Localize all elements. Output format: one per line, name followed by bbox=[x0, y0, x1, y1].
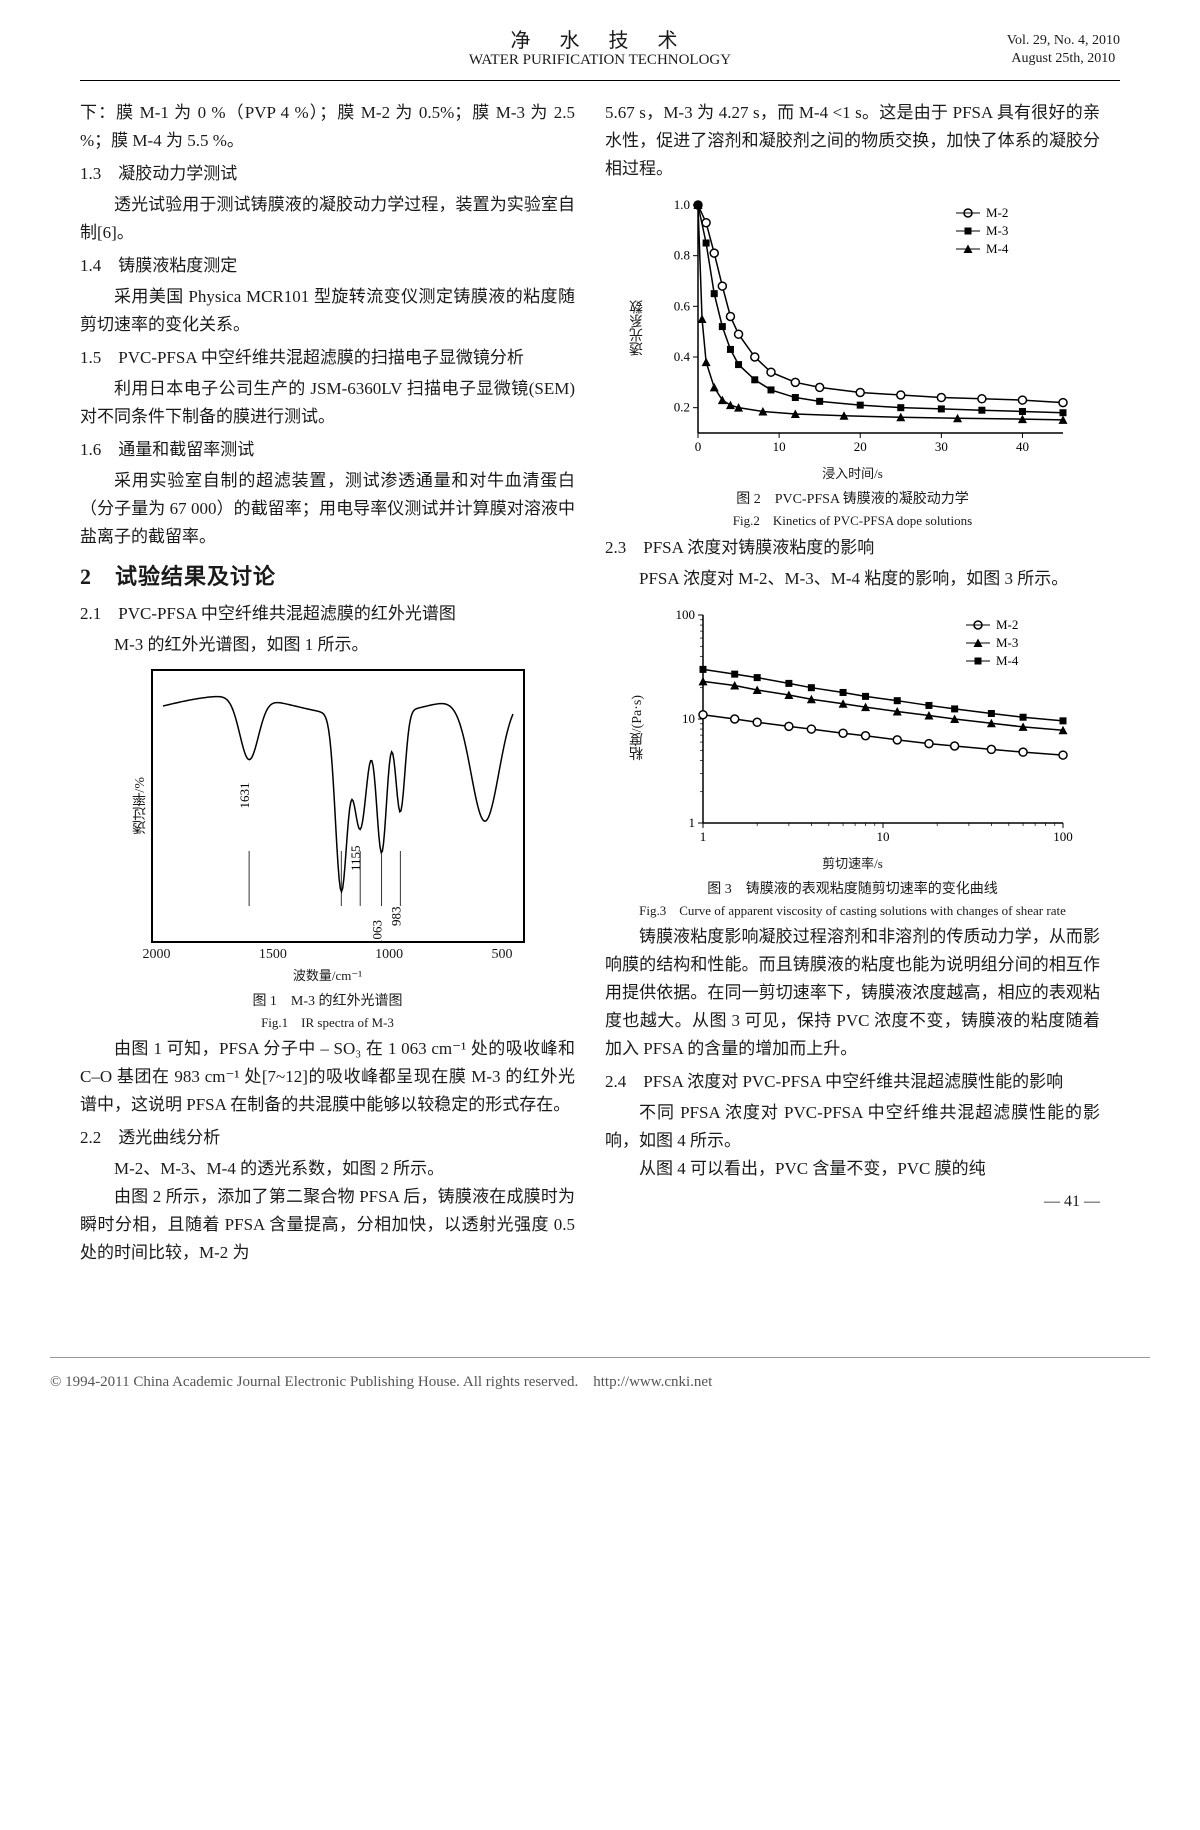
paragraph: 透光试验用于测试铸膜液的凝胶动力学过程，装置为实验室自制[6]。 bbox=[80, 191, 575, 247]
paragraph: 下：膜 M-1 为 0 %（PVP 4 %）；膜 M-2 为 0.5%；膜 M-… bbox=[80, 99, 575, 155]
paragraph: 采用美国 Physica MCR101 型旋转流变仪测定铸膜液的粘度随剪切速率的… bbox=[80, 283, 575, 339]
paragraph: M-3 的红外光谱图，如图 1 所示。 bbox=[80, 631, 575, 659]
section-heading: 1.4 铸膜液粘度测定 bbox=[80, 251, 575, 281]
svg-text:1.0: 1.0 bbox=[673, 197, 689, 212]
paragraph: PFSA 浓度对 M-2、M-3、M-4 粘度的影响，如图 3 所示。 bbox=[605, 565, 1100, 593]
svg-text:1: 1 bbox=[688, 815, 695, 830]
section-2-heading: 2 试验结果及讨论 bbox=[80, 559, 575, 591]
fig1-xticks: 200015001000500 bbox=[143, 947, 513, 963]
section-heading: 1.5 PVC-PFSA 中空纤维共混超滤膜的扫描电子显微镜分析 bbox=[80, 343, 575, 373]
svg-text:10: 10 bbox=[682, 711, 695, 726]
svg-text:1155: 1155 bbox=[348, 845, 363, 871]
fig2-caption-cn: 图 2 PVC-PFSA 铸膜液的凝胶动力学 bbox=[605, 488, 1100, 508]
issue-info: Vol. 29, No. 4, 2010 August 25th, 2010 bbox=[1007, 32, 1120, 68]
paragraph: 从图 4 可以看出，PVC 含量不变，PVC 膜的纯 bbox=[605, 1155, 1100, 1183]
section-heading: 2.3 PFSA 浓度对铸膜液粘度的影响 bbox=[605, 533, 1100, 563]
fig1-xlabel: 波数量/cm⁻¹ bbox=[80, 965, 575, 984]
journal-title-cn: 净 水 技 术 bbox=[80, 30, 1120, 52]
figure-2: 透光系数 0.2 0.4 0.6 0.8 1.0 0 10 20 30 40 M-2 M-3 M-4 浸… bbox=[605, 193, 1100, 529]
fig1-plot: 1631123611551063983 bbox=[151, 669, 525, 943]
fig1-caption-en: Fig.1 IR spectra of M-3 bbox=[80, 1012, 575, 1031]
page-header: 净 水 技 术 WATER PURIFICATION TECHNOLOGY Vo… bbox=[80, 30, 1120, 81]
fig1-caption-cn: 图 1 M-3 的红外光谱图 bbox=[80, 990, 575, 1010]
journal-title-en: WATER PURIFICATION TECHNOLOGY bbox=[80, 52, 1120, 69]
svg-text:983: 983 bbox=[388, 907, 403, 927]
svg-text:0.6: 0.6 bbox=[673, 298, 690, 313]
fig2-plot: 0.2 0.4 0.6 0.8 1.0 0 10 20 30 40 M-2 M-3 M-4 bbox=[648, 193, 1078, 463]
paragraph: 不同 PFSA 浓度对 PVC-PFSA 中空纤维共混超滤膜性能的影响，如图 4… bbox=[605, 1099, 1100, 1155]
section-heading: 1.6 通量和截留率测试 bbox=[80, 435, 575, 465]
fig2-ylabel: 透光系数 bbox=[628, 300, 648, 356]
volume-info: Vol. 29, No. 4, 2010 bbox=[1007, 32, 1120, 50]
fig3-plot: 1 10 100 1 10 100 M-2 M-3 M-4 bbox=[648, 603, 1078, 853]
fig2-xlabel: 浸入时间/s bbox=[605, 463, 1100, 482]
svg-text:10: 10 bbox=[772, 439, 785, 454]
svg-text:1631: 1631 bbox=[237, 783, 252, 809]
svg-text:0.2: 0.2 bbox=[673, 400, 689, 415]
fig3-ylabel: 粘度/(Pa·s) bbox=[628, 695, 648, 760]
page-number: — 41 — bbox=[605, 1193, 1100, 1211]
fig3-caption-cn: 图 3 铸膜液的表观粘度随剪切速率的变化曲线 bbox=[605, 878, 1100, 898]
svg-text:M-4: M-4 bbox=[986, 241, 1009, 256]
right-column: 5.67 s，M-3 为 4.27 s，而 M-4 <1 s。这是由于 PFSA… bbox=[605, 99, 1100, 1267]
svg-text:M-3: M-3 bbox=[986, 223, 1008, 238]
svg-text:100: 100 bbox=[1053, 829, 1073, 844]
copyright-footer: © 1994-2011 China Academic Journal Elect… bbox=[50, 1357, 1150, 1391]
paragraph: 利用日本电子公司生产的 JSM-6360LV 扫描电子显微镜(SEM)对不同条件… bbox=[80, 375, 575, 431]
svg-text:20: 20 bbox=[853, 439, 866, 454]
paragraph: 铸膜液粘度影响凝胶过程溶剂和非溶剂的传质动力学，从而影响膜的结构和性能。而且铸膜… bbox=[605, 923, 1100, 1063]
svg-text:1063: 1063 bbox=[369, 920, 384, 941]
svg-text:40: 40 bbox=[1015, 439, 1028, 454]
fig2-caption-en: Fig.2 Kinetics of PVC-PFSA dope solution… bbox=[605, 510, 1100, 529]
two-column-layout: 下：膜 M-1 为 0 %（PVP 4 %）；膜 M-2 为 0.5%；膜 M-… bbox=[80, 99, 1120, 1267]
fig3-caption-en: Fig.3 Curve of apparent viscosity of cas… bbox=[605, 900, 1100, 919]
section-heading: 2.1 PVC-PFSA 中空纤维共混超滤膜的红外光谱图 bbox=[80, 599, 575, 629]
fig1-ylabel: 透过率/% bbox=[131, 777, 151, 835]
left-column: 下：膜 M-1 为 0 %（PVP 4 %）；膜 M-2 为 0.5%；膜 M-… bbox=[80, 99, 575, 1267]
paragraph: 由图 2 所示，添加了第二聚合物 PFSA 后，铸膜液在成膜时为瞬时分相，且随着… bbox=[80, 1183, 575, 1267]
svg-text:M-2: M-2 bbox=[986, 205, 1008, 220]
svg-text:100: 100 bbox=[675, 607, 695, 622]
date-info: August 25th, 2010 bbox=[1007, 50, 1120, 68]
svg-text:M-4: M-4 bbox=[996, 653, 1019, 668]
svg-text:10: 10 bbox=[876, 829, 889, 844]
section-heading: 2.2 透光曲线分析 bbox=[80, 1123, 575, 1153]
figure-3: 粘度/(Pa·s) 1 10 100 1 10 100 M-2 M-3 M-4 剪切速率/s 图… bbox=[605, 603, 1100, 919]
section-heading: 2.4 PFSA 浓度对 PVC-PFSA 中空纤维共混超滤膜性能的影响 bbox=[605, 1067, 1100, 1097]
section-heading: 1.3 凝胶动力学测试 bbox=[80, 159, 575, 189]
svg-text:M-3: M-3 bbox=[996, 635, 1018, 650]
svg-text:0.8: 0.8 bbox=[673, 248, 689, 263]
fig3-xlabel: 剪切速率/s bbox=[605, 853, 1100, 872]
paragraph: 采用实验室自制的超滤装置，测试渗透通量和对牛血清蛋白（分子量为 67 000）的… bbox=[80, 467, 575, 551]
svg-text:0: 0 bbox=[694, 439, 701, 454]
svg-text:30: 30 bbox=[934, 439, 947, 454]
page: 净 水 技 术 WATER PURIFICATION TECHNOLOGY Vo… bbox=[60, 0, 1140, 1327]
svg-text:0.4: 0.4 bbox=[673, 349, 690, 364]
paragraph: M-2、M-3、M-4 的透光系数，如图 2 所示。 bbox=[80, 1155, 575, 1183]
svg-text:M-2: M-2 bbox=[996, 617, 1018, 632]
figure-1: 透过率/% 1631123611551063983 20001500100050… bbox=[80, 669, 575, 1031]
journal-title-block: 净 水 技 术 WATER PURIFICATION TECHNOLOGY bbox=[80, 30, 1120, 69]
paragraph: 由图 1 可知，PFSA 分子中 – SO₃ 在 1 063 cm⁻¹ 处的吸收… bbox=[80, 1035, 575, 1119]
paragraph: 5.67 s，M-3 为 4.27 s，而 M-4 <1 s。这是由于 PFSA… bbox=[605, 99, 1100, 183]
svg-text:1: 1 bbox=[699, 829, 706, 844]
